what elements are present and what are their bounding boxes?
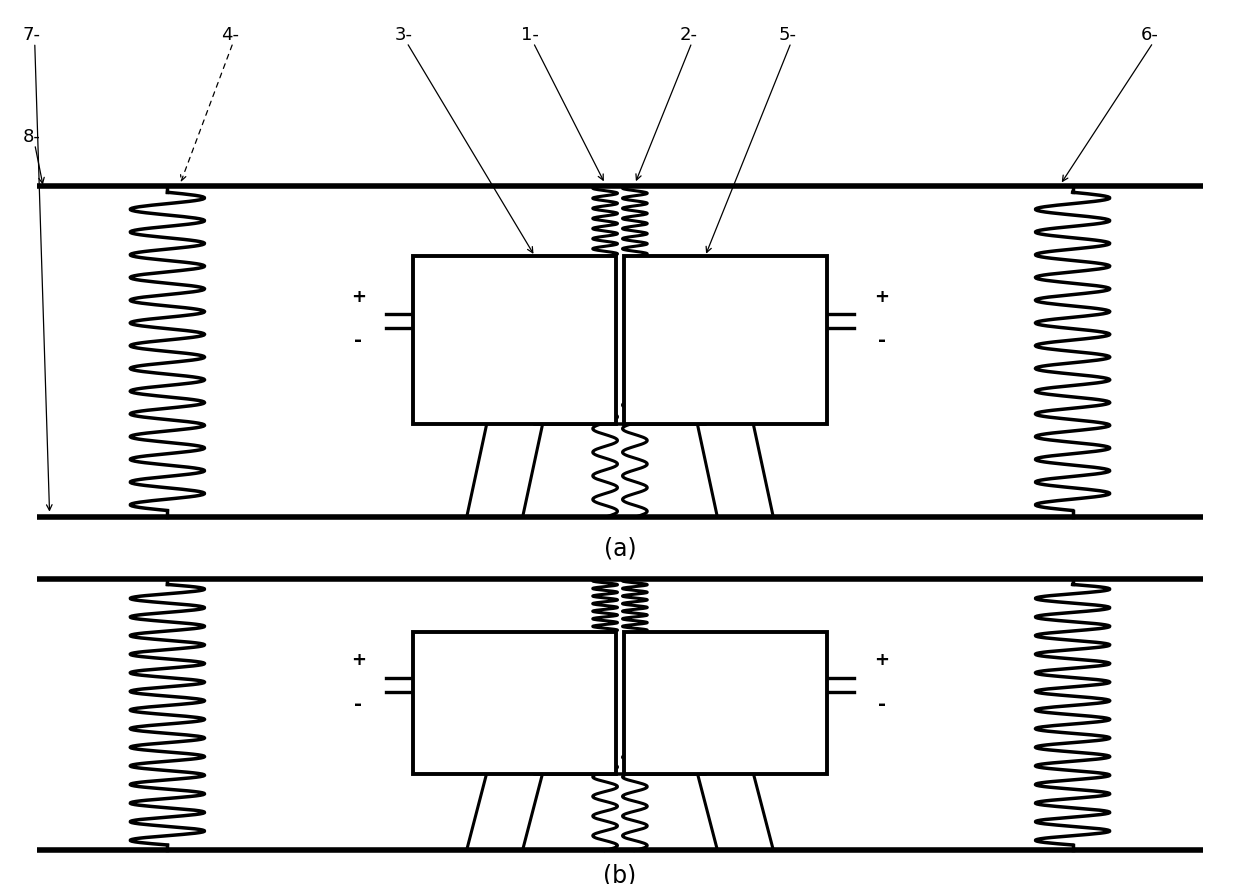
Text: +: + xyxy=(874,652,889,669)
Text: -: - xyxy=(878,332,885,350)
Text: 5-: 5- xyxy=(779,27,797,44)
Text: 8-: 8- xyxy=(22,128,40,146)
Bar xyxy=(624,256,827,424)
Text: 6-: 6- xyxy=(1141,27,1158,44)
Bar xyxy=(413,256,616,424)
Text: +: + xyxy=(874,287,889,306)
Text: 7-: 7- xyxy=(22,27,41,44)
Text: +: + xyxy=(351,287,366,306)
Text: (a): (a) xyxy=(604,536,636,560)
Text: 3-: 3- xyxy=(394,27,413,44)
Bar xyxy=(624,632,827,774)
Text: +: + xyxy=(351,652,366,669)
Text: -: - xyxy=(355,695,362,714)
Text: 2-: 2- xyxy=(680,27,698,44)
Bar xyxy=(413,632,616,774)
Text: -: - xyxy=(878,695,885,714)
Text: -: - xyxy=(355,332,362,350)
Text: 1-: 1- xyxy=(521,27,538,44)
Text: 4-: 4- xyxy=(221,27,239,44)
Text: (b): (b) xyxy=(604,863,636,884)
